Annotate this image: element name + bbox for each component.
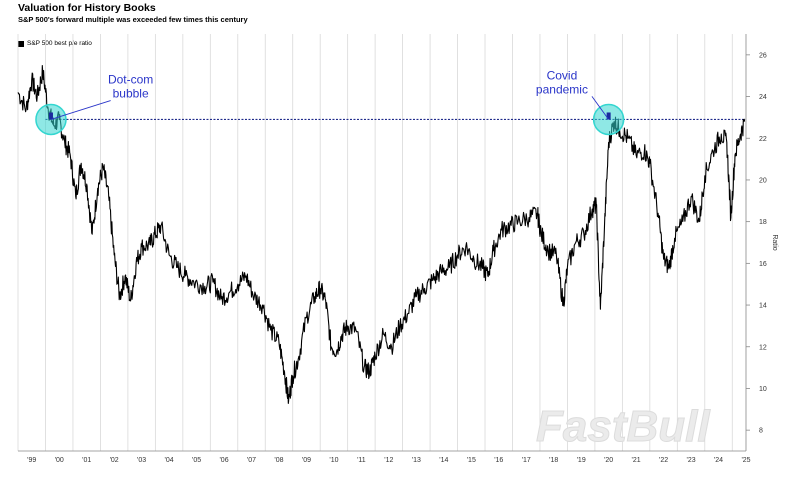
x-tick-label: '13	[412, 457, 421, 464]
chart-subtitle: S&P 500's forward multiple was exceeded …	[18, 15, 248, 24]
chart-title: Valuation for History Books	[18, 2, 156, 14]
x-tick-label: '06	[219, 457, 228, 464]
annotation-line: bubble	[113, 87, 149, 101]
series-line	[17, 65, 746, 404]
legend: S&P 500 best p/e ratio	[18, 40, 92, 47]
x-tick-label: '09	[302, 457, 311, 464]
annotation-line: Covid	[547, 68, 578, 82]
x-tick-label: '19	[577, 457, 586, 464]
y-tick-label: 14	[759, 303, 767, 310]
y-tick-label: 8	[759, 428, 763, 435]
highlight-marker	[48, 112, 53, 120]
x-tick-label: '18	[549, 457, 558, 464]
highlight-marker	[606, 112, 611, 120]
y-tick-label: 10	[759, 386, 767, 393]
x-tick-label: '12	[384, 457, 393, 464]
annotation-arrow	[591, 96, 610, 120]
x-tick-label: '14	[439, 457, 448, 464]
annotation-line: pandemic	[536, 82, 588, 96]
x-tick-label: '05	[192, 457, 201, 464]
y-tick-label: 20	[759, 177, 767, 184]
watermark: FastBull	[536, 402, 710, 451]
x-tick-label: '02	[110, 457, 119, 464]
x-tick-label: '15	[467, 457, 476, 464]
x-tick-label: '20	[604, 457, 613, 464]
x-tick-label: '07	[247, 457, 256, 464]
x-tick-label: '00	[55, 457, 64, 464]
y-tick-label: 24	[759, 94, 767, 101]
x-tick-label: '16	[494, 457, 503, 464]
annotation-arrow	[50, 100, 111, 120]
x-tick-label: '99	[27, 457, 36, 464]
x-tick-label: '11	[357, 457, 366, 464]
x-tick-label: '08	[274, 457, 283, 464]
y-axis-title: Ratio	[771, 234, 778, 250]
legend-swatch	[18, 40, 24, 47]
x-tick-label: '23	[686, 457, 695, 464]
x-tick-label: '25	[741, 457, 750, 464]
y-tick-label: 12	[759, 344, 767, 351]
y-tick-label: 18	[759, 219, 767, 226]
x-tick-label: '10	[329, 457, 338, 464]
annotation-line: Dot-com	[108, 73, 153, 87]
axes-group: '99 '00 '01 '02 '03 '04 '05 '06 '07 '08 '09 '10 '11 '…	[18, 34, 778, 464]
annotation-group: Dot-com bubble Covid pandemic	[50, 68, 610, 120]
y-tick-label: 16	[759, 261, 767, 268]
x-tick-label: '22	[659, 457, 668, 464]
x-tick-label: '21	[632, 457, 641, 464]
x-tick-label: '03	[137, 457, 146, 464]
legend-label: S&P 500 best p/e ratio	[27, 40, 92, 47]
annotation-text: Covid pandemic	[536, 68, 588, 96]
y-tick-label: 22	[759, 136, 767, 143]
x-tick-label: '24	[714, 457, 723, 464]
x-tick-label: '17	[522, 457, 531, 464]
series-group	[17, 65, 746, 404]
annotation-text: Dot-com bubble	[108, 73, 153, 101]
x-tick-label: '01	[82, 457, 91, 464]
y-tick-label: 26	[759, 52, 767, 59]
x-tick-label: '04	[165, 457, 174, 464]
